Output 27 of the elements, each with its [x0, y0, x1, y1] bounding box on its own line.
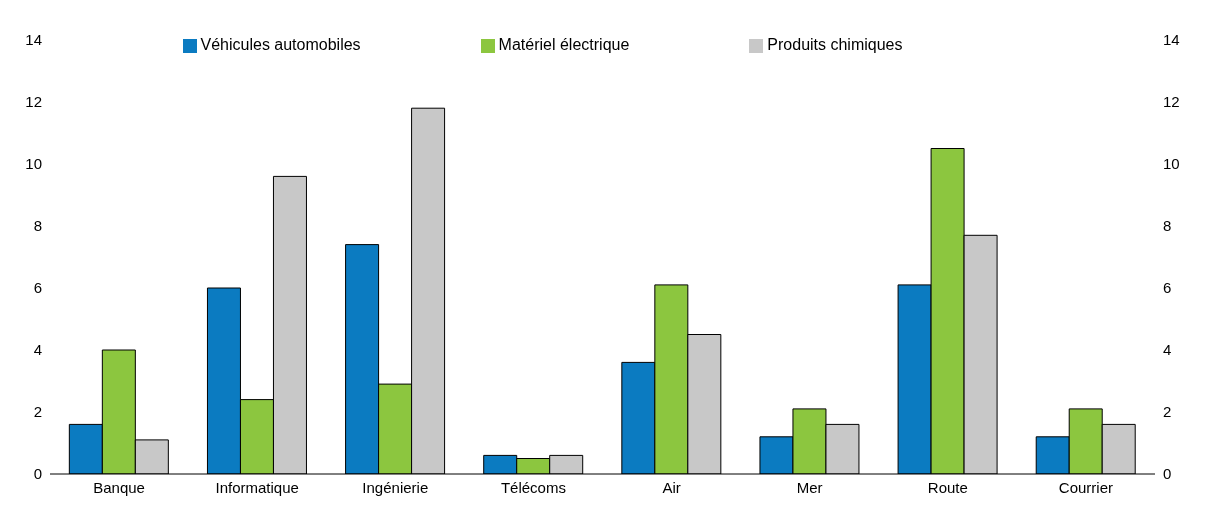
- x-tick-label: Air: [662, 478, 681, 496]
- y-tick-label: 0: [33, 465, 42, 483]
- x-tick-label: Courrier: [1058, 478, 1114, 496]
- y2-tick-label: 6: [1163, 279, 1172, 297]
- x-tick-label: Informatique: [215, 478, 299, 496]
- y2-tick-label: 4: [1163, 341, 1172, 359]
- legend-label: Véhicules automobiles: [200, 36, 361, 53]
- y2-tick-label: 10: [1163, 155, 1180, 173]
- y2-tick-label: 14: [1163, 31, 1180, 49]
- y2-tick-label: 8: [1163, 217, 1172, 235]
- y2-tick-label: 0: [1163, 465, 1172, 483]
- x-tick-label: Mer: [796, 478, 823, 496]
- y-tick-label: 6: [33, 279, 42, 297]
- legend-label: Matériel électrique: [498, 36, 630, 53]
- x-tick-label: Télécoms: [500, 478, 566, 496]
- y-tick-label: 4: [33, 341, 42, 359]
- y2-tick-label: 12: [1163, 93, 1180, 111]
- y2-tick-label: 2: [1163, 403, 1172, 421]
- y-tick-label: 2: [33, 403, 42, 421]
- legend-label: Produits chimiques: [767, 36, 903, 53]
- y-tick-label: 10: [25, 155, 42, 173]
- x-tick-label: Banque: [93, 478, 145, 496]
- x-tick-label: Route: [927, 478, 968, 496]
- y-tick-label: 8: [33, 217, 42, 235]
- y-tick-label: 14: [25, 31, 42, 49]
- y-tick-label: 12: [25, 93, 42, 111]
- x-tick-label: Ingénierie: [362, 478, 429, 496]
